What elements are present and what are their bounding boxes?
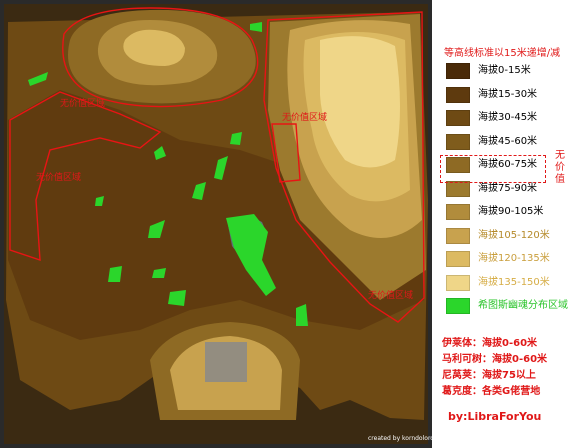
- legend-item: 海拔120-135米: [446, 250, 566, 268]
- legend-label: 海拔120-135米: [478, 253, 550, 264]
- legend-swatch: [446, 157, 470, 173]
- legend-label: 海拔90-105米: [478, 206, 544, 217]
- legend-item: 海拔60-75米: [446, 156, 566, 174]
- map-canvas[interactable]: 无价值区域 无价值区域 无价值区域 无价值区域 created by kornd…: [0, 0, 432, 448]
- zone-label-east: 无价值区域: [368, 289, 413, 301]
- legend-label: 海拔0-15米: [478, 65, 531, 76]
- zone-label-southwest: 无价值区域: [36, 171, 81, 183]
- zone-label-center: 无价值区域: [282, 111, 327, 123]
- legend-item: 希图斯幽魂分布区域: [446, 297, 568, 315]
- legend-swatch: [446, 274, 470, 291]
- legend-label: 海拔45-60米: [478, 135, 538, 147]
- legend-item: 海拔45-60米: [446, 133, 566, 151]
- legend-swatch: [446, 180, 470, 197]
- note-1: 伊莱体：海拔0-60米: [442, 338, 538, 349]
- author-credit: by:LibraForYou: [448, 410, 542, 423]
- legend-swatch: [446, 63, 470, 79]
- legend-swatch: [446, 298, 470, 314]
- legend-panel: 等高线标准以15米递增/减 海拔0-15米 海拔15-30米 海拔30-45米 海拔4…: [432, 0, 580, 448]
- legend-label: 海拔30-45米: [478, 112, 538, 123]
- legend-item: 海拔105-120米: [446, 227, 566, 245]
- terrain-east-plateau-4: [320, 36, 400, 168]
- map-zone-labels: 无价值区域 无价值区域 无价值区域 无价值区域: [36, 97, 413, 301]
- legend-item: 海拔90-105米: [446, 203, 566, 221]
- legend-item: 海拔15-30米: [446, 86, 566, 104]
- note-3: 尼莴荚：海拔75以上: [442, 370, 536, 381]
- legend-side-note: 无价值: [555, 150, 565, 185]
- note-4: 葛克度：各类G佬营地: [442, 386, 541, 397]
- legend-swatch: [446, 110, 470, 126]
- legend-label: 希图斯幽魂分布区域: [478, 300, 568, 311]
- legend-label: 海拔105-120米: [478, 229, 550, 241]
- legend-swatch: [446, 227, 470, 244]
- terrain-base-structure: [205, 342, 247, 382]
- legend-item: 海拔30-45米: [446, 109, 566, 127]
- highlight-box: [440, 155, 546, 183]
- legend-label: 海拔135-150米: [478, 276, 550, 288]
- legend-swatch: [446, 204, 470, 220]
- legend-item: 海拔0-15米: [446, 62, 566, 80]
- legend-item: 海拔75-90米: [446, 180, 566, 198]
- worthless-zone-outlines: [9, 7, 425, 323]
- ghost-distribution-areas: [28, 22, 308, 326]
- legend-title: 等高线标准以15米递增/减: [444, 48, 561, 59]
- map-credit: created by korndolorous: [368, 435, 432, 442]
- legend-label: 海拔15-30米: [478, 88, 538, 100]
- note-2: 马利可树：海拔0-60米: [442, 354, 548, 365]
- legend-label: 海拔75-90米: [478, 182, 538, 194]
- legend-swatch: [446, 251, 470, 267]
- legend-label: 海拔60-75米: [478, 159, 538, 170]
- legend-item: 海拔135-150米: [446, 274, 566, 292]
- legend-swatch: [446, 86, 470, 103]
- zone-label-west: 无价值区域: [60, 97, 105, 109]
- terrain-nw-hill-3: [123, 29, 185, 66]
- legend-swatch: [446, 133, 470, 150]
